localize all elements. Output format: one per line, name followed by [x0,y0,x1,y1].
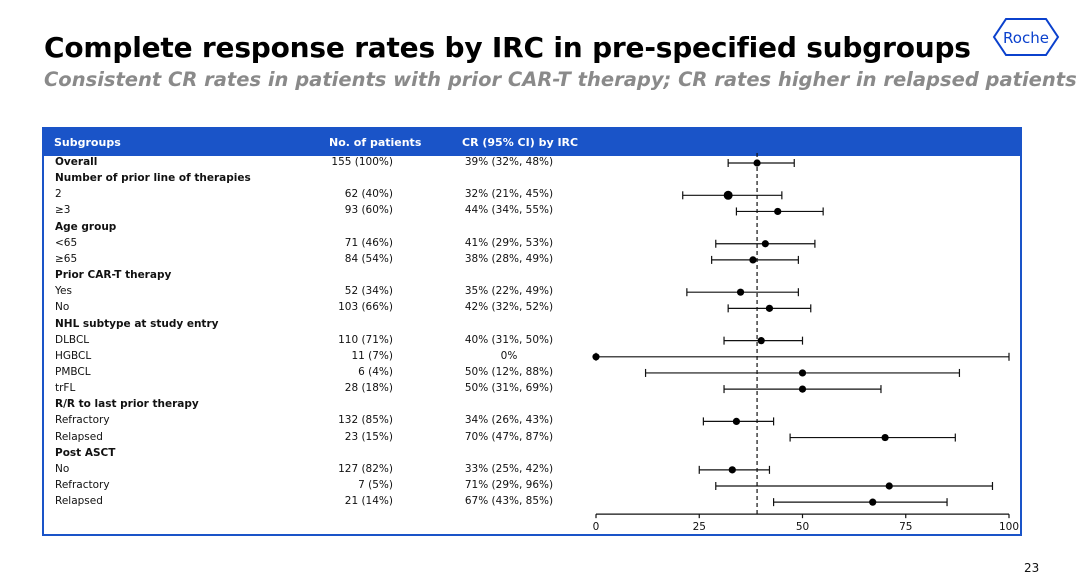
row-patients: 155 (100%) [331,156,393,168]
row-patients: 6 (4%) [358,365,393,378]
row-patients: 132 (85%) [338,414,393,427]
row-label: No [55,301,70,314]
point-estimate [723,190,733,200]
row-patients: 84 (54%) [344,252,393,265]
point-estimate [753,159,761,167]
row-cr: 34% (26%, 43%) [464,414,554,427]
row-patients: 71 (46%) [344,236,393,249]
row-label: trFL [55,382,76,395]
row-label: ≥65 [55,252,78,265]
row-label: PMBCL [55,365,91,378]
row-label: Yes [55,285,72,298]
subgroup-header: Prior CAR-T therapy [55,269,172,282]
x-tick-label: 25 [693,521,706,533]
row-patients: 127 (82%) [338,462,393,475]
row-label: Refractory [55,414,110,427]
row-patients: 7 (5%) [358,479,393,491]
row-cr: 71% (29%, 96%) [464,479,554,491]
subgroup-header: R/R to last prior therapy [55,398,199,411]
point-estimate [749,256,757,264]
row-patients: 62 (40%) [344,188,393,201]
row-label: 2 [55,188,62,201]
point-estimate [765,304,774,312]
row-patients: 93 (60%) [344,204,393,217]
subgroup-header: Post ASCT [55,446,116,459]
row-label: Relapsed [55,430,103,443]
row-cr: 50% (12%, 88%) [464,365,554,378]
point-estimate [881,433,889,442]
row-cr: 32% (21%, 45%) [464,188,554,201]
page-number: 23 [1024,561,1040,575]
x-tick-label: 100 [999,521,1019,533]
row-label: DLBCL [55,333,90,346]
point-estimate [592,353,600,361]
row-patients: 52 (34%) [344,285,393,298]
subgroup-header: Age group [55,220,117,233]
row-patients: 11 (7%) [351,349,393,362]
point-estimate [885,482,893,490]
point-estimate [736,288,745,296]
point-estimate [774,207,782,216]
x-tick-label: 0 [593,521,600,533]
x-tick-label: 50 [796,521,809,533]
point-estimate [732,417,741,425]
page-title: Complete response rates by IRC in pre-sp… [44,31,971,64]
row-label: ≥3 [55,204,71,217]
logo-text: Roche [1003,29,1049,47]
row-cr: 42% (32%, 52%) [464,301,554,314]
row-cr: 67% (43%, 85%) [464,495,554,508]
subgroup-header: NHL subtype at study entry [55,317,219,330]
row-patients: 103 (66%) [338,301,393,314]
point-estimate [728,466,736,474]
row-cr: 44% (34%, 55%) [464,204,554,217]
table-header: Subgroups No. of patients CR (95% CI) by… [44,129,1020,156]
col-header-subgroups: Subgroups [54,136,121,149]
row-patients: 28 (18%) [344,382,393,395]
point-estimate [869,498,877,506]
row-cr: 0% [500,349,518,362]
row-label: Overall [55,156,98,168]
point-estimate [757,337,765,345]
col-header-patients: No. of patients [329,136,422,149]
row-label: <65 [55,236,78,249]
row-cr: 40% (31%, 50%) [464,333,554,346]
row-label: No [55,462,70,475]
roche-logo: Roche [992,18,1060,56]
row-patients: 23 (15%) [344,430,393,443]
row-patients: 21 (14%) [344,495,393,508]
forest-plot-panel: Subgroups No. of patients CR (95% CI) by… [42,127,1022,536]
row-cr: 50% (31%, 69%) [464,382,554,395]
x-tick-label: 75 [899,521,912,533]
row-cr: 41% (29%, 53%) [464,236,554,249]
point-estimate [798,385,807,393]
subgroup-header: Number of prior line of therapies [55,172,251,185]
row-label: Refractory [55,479,110,491]
row-patients: 110 (71%) [338,333,393,346]
row-label: HGBCL [55,349,92,362]
row-cr: 70% (47%, 87%) [464,430,554,443]
row-cr: 33% (25%, 42%) [464,462,554,475]
point-estimate [761,240,769,248]
col-header-cr: CR (95% CI) by IRC [462,136,579,149]
row-cr: 38% (28%, 49%) [464,252,554,265]
row-label: Relapsed [55,495,103,508]
row-cr: 35% (22%, 49%) [464,285,554,298]
page-subtitle: Consistent CR rates in patients with pri… [44,68,1077,91]
point-estimate [798,369,807,377]
row-cr: 39% (32%, 48%) [464,156,554,168]
